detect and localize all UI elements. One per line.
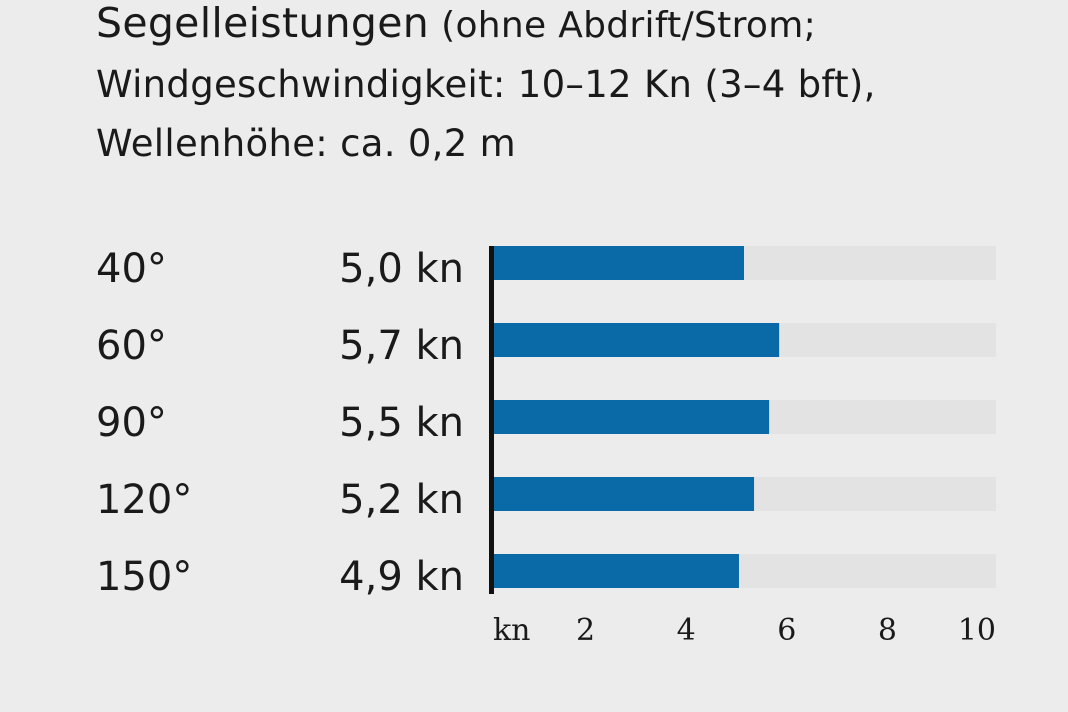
chart-title: Segelleistungen (ohne Abdrift/Strom; Win… (96, 0, 1056, 173)
category-label: 90° (96, 400, 167, 446)
x-tick-label: 2 (576, 613, 595, 648)
value-label: 5,0 kn (339, 246, 464, 292)
title-line-2: Windgeschwindigkeit: 10–12 Kn (3–4 bft), (96, 63, 876, 106)
axis-line (489, 246, 494, 594)
value-label: 4,9 kn (339, 554, 464, 600)
title-line-3: Wellenhöhe: ca. 0,2 m (96, 122, 516, 165)
title-main: Segelleistungen (96, 0, 430, 47)
title-line-1-rest: (ohne Abdrift/Strom; (441, 5, 817, 46)
category-label: 150° (96, 554, 192, 600)
x-tick-label: 10 (958, 613, 996, 648)
category-label: 40° (96, 246, 167, 292)
title-line-1: Segelleistungen (ohne Abdrift/Strom; (96, 0, 1056, 55)
bar (493, 477, 755, 511)
value-label: 5,7 kn (339, 323, 464, 369)
bar (493, 554, 739, 588)
bar (493, 400, 770, 434)
x-unit-label: kn (493, 613, 531, 648)
category-label: 60° (96, 323, 167, 369)
x-tick-label: 8 (878, 613, 897, 648)
value-label: 5,2 kn (339, 477, 464, 523)
value-label: 5,5 kn (339, 400, 464, 446)
x-tick-label: 6 (777, 613, 796, 648)
bar (493, 246, 744, 280)
category-label: 120° (96, 477, 192, 523)
bar (493, 323, 780, 357)
x-tick-label: 4 (677, 613, 696, 648)
